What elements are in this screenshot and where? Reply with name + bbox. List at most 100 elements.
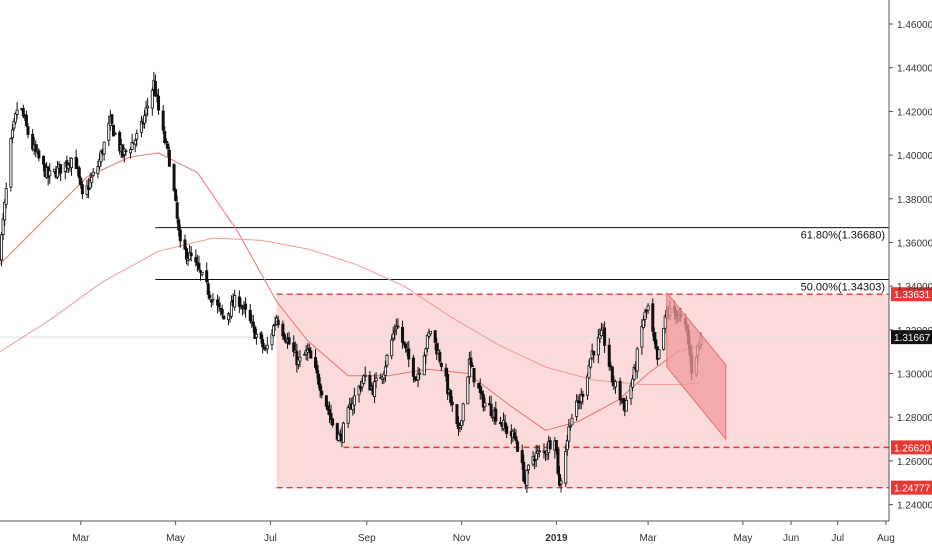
candle-body (194, 257, 198, 263)
candle-body (164, 140, 168, 143)
candle-body (281, 323, 285, 337)
candle-body (570, 417, 574, 426)
candle (429, 330, 433, 336)
candle-body (362, 375, 366, 384)
candle-body (12, 120, 16, 129)
candle (251, 315, 255, 333)
candle (135, 129, 139, 147)
candle-body (640, 326, 644, 348)
candle (352, 387, 356, 414)
candle-body (0, 234, 4, 261)
candle (161, 105, 165, 134)
x-tick-label: Jul (264, 533, 277, 544)
candle-body (450, 401, 454, 406)
candle-body (161, 110, 165, 131)
candle (178, 224, 182, 248)
candle (220, 304, 224, 318)
candle-body (663, 315, 667, 329)
moving-average-long (0, 237, 701, 385)
candle (559, 477, 563, 493)
level-tag-0: 1.33631 (894, 290, 931, 301)
candle (197, 255, 201, 271)
candle-body (331, 418, 335, 426)
candle-body (48, 170, 52, 177)
candle-body (522, 461, 526, 482)
candle-body (607, 344, 611, 367)
moving-average-short (0, 152, 702, 431)
candle (15, 101, 19, 120)
candle-body (287, 337, 291, 345)
candle-body (466, 376, 470, 405)
candle (450, 396, 454, 412)
candle-body (390, 339, 394, 357)
candle-body (469, 357, 473, 366)
candle (662, 327, 666, 351)
candle-body (363, 374, 367, 377)
candle (401, 320, 405, 349)
y-tick-label: 1.42000 (897, 107, 932, 118)
candle (422, 352, 426, 376)
x-tick-label: Sep (358, 533, 376, 544)
candle-body (641, 319, 645, 328)
candle-body (3, 202, 7, 221)
candle (373, 373, 377, 403)
candle-body (130, 142, 134, 150)
candle (433, 330, 437, 351)
candle (610, 366, 614, 387)
candle-body (520, 450, 524, 464)
y-tick-label: 1.26000 (897, 457, 932, 468)
candle-body (79, 177, 83, 186)
current-price-tag: 1.31667 (894, 333, 931, 344)
candle (183, 234, 187, 250)
y-tick-label: 1.28000 (897, 413, 932, 424)
candle-body (239, 304, 243, 308)
candle-body (341, 422, 345, 443)
candle-body (198, 270, 202, 273)
candle (24, 110, 28, 128)
candle (320, 385, 324, 399)
candle-body (146, 105, 150, 109)
candle-body (401, 326, 405, 343)
candle (640, 319, 644, 355)
candle-body (259, 332, 263, 340)
candle (589, 358, 593, 369)
candle-body (107, 123, 111, 141)
candle-body (396, 325, 400, 328)
candle-body (324, 395, 328, 407)
candle (324, 395, 328, 410)
candle-body (205, 270, 209, 283)
candle (222, 315, 226, 320)
candle-body (144, 107, 148, 115)
candle-body (418, 372, 422, 375)
candle-body (24, 114, 28, 127)
candle (110, 114, 114, 125)
candle (554, 440, 558, 455)
candle-body (185, 248, 189, 260)
candle (1, 212, 5, 241)
candle (281, 320, 285, 340)
candle (244, 297, 248, 318)
candle (651, 298, 655, 337)
candle-body (320, 390, 324, 396)
candle-body (411, 357, 415, 377)
candle-body (309, 350, 313, 359)
level-tag-1-bg (891, 440, 932, 455)
candle (270, 329, 274, 351)
candle (494, 401, 498, 425)
candle-body (4, 187, 8, 205)
candle (102, 141, 106, 161)
candle-body (433, 330, 437, 343)
candle (537, 445, 541, 458)
candle-body (629, 384, 633, 400)
candle-body (163, 131, 167, 144)
candle-body (567, 426, 571, 442)
candle-body (589, 358, 593, 368)
y-tick-label: 1.36000 (897, 238, 932, 249)
candle-body (59, 163, 63, 174)
candle-body (315, 365, 319, 374)
candle-body (200, 271, 204, 275)
candle-body (317, 373, 321, 385)
candle (189, 246, 193, 262)
